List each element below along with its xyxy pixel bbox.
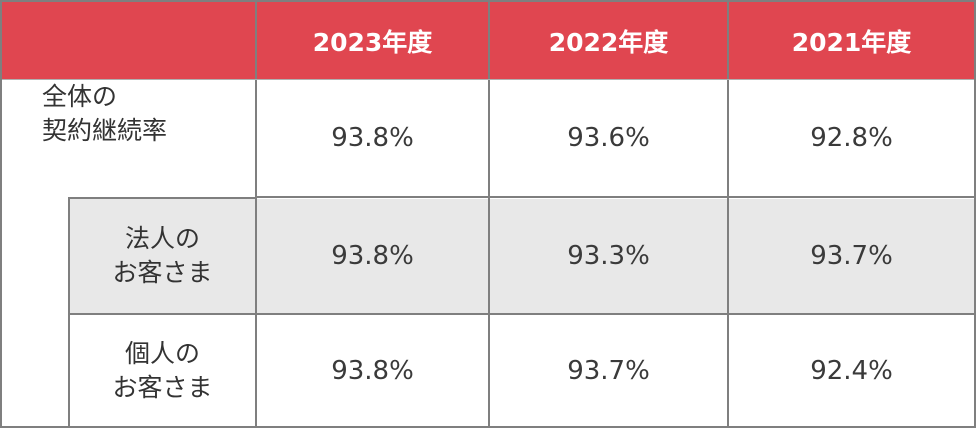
- header-year-2022: 2022年度: [490, 2, 727, 79]
- header-year-label: 2022年度: [548, 27, 669, 57]
- value-text: 93.8%: [331, 241, 414, 271]
- value-individual-2022: 93.7%: [490, 315, 727, 426]
- grid-line-horizontal: [2, 79, 974, 80]
- header-year-2023: 2023年度: [257, 2, 488, 79]
- value-corporate-2021: 93.7%: [729, 199, 974, 313]
- value-total-2023: 93.8%: [257, 80, 488, 196]
- value-corporate-2022: 93.3%: [490, 199, 727, 313]
- row-label-line: お客さま: [112, 372, 213, 402]
- grid-line-horizontal: [68, 313, 974, 315]
- row-label-line: お客さま: [112, 258, 213, 287]
- value-text: 93.8%: [331, 355, 414, 386]
- value-total-2021: 92.8%: [729, 80, 974, 196]
- grid-line-horizontal: [255, 196, 974, 198]
- value-text: 93.7%: [810, 241, 893, 271]
- row-label-total: 全体の 契約継続率: [42, 80, 252, 196]
- grid-line-vertical: [255, 2, 257, 426]
- value-total-2022: 93.6%: [490, 80, 727, 196]
- value-text: 93.6%: [567, 123, 650, 153]
- row-label-line: 法人の: [124, 224, 200, 254]
- row-shade-corporate: [70, 199, 974, 313]
- value-individual-2023: 93.8%: [257, 315, 488, 426]
- grid-line-vertical: [68, 197, 70, 426]
- row-label-line: 個人の: [124, 338, 200, 368]
- header-year-label: 2021年度: [791, 27, 912, 57]
- grid-line-horizontal: [68, 197, 255, 199]
- row-label-individual: 個人の お客さま: [70, 315, 255, 426]
- header-year-label: 2023年度: [312, 27, 433, 57]
- value-text: 93.7%: [567, 355, 650, 386]
- value-individual-2021: 92.4%: [729, 315, 974, 426]
- header-corner-cell: [2, 2, 255, 79]
- row-label-corporate: 法人の お客さま: [70, 199, 255, 313]
- header-year-2021: 2021年度: [729, 2, 974, 79]
- value-corporate-2023: 93.8%: [257, 199, 488, 313]
- value-text: 92.4%: [810, 355, 893, 386]
- grid-line-vertical: [488, 2, 490, 426]
- row-label-line: 契約継続率: [42, 115, 168, 145]
- value-text: 93.3%: [567, 241, 650, 271]
- grid-line-vertical: [727, 2, 729, 426]
- value-text: 93.8%: [331, 123, 414, 153]
- row-label-line: 全体の: [42, 82, 118, 111]
- value-text: 92.8%: [810, 123, 893, 153]
